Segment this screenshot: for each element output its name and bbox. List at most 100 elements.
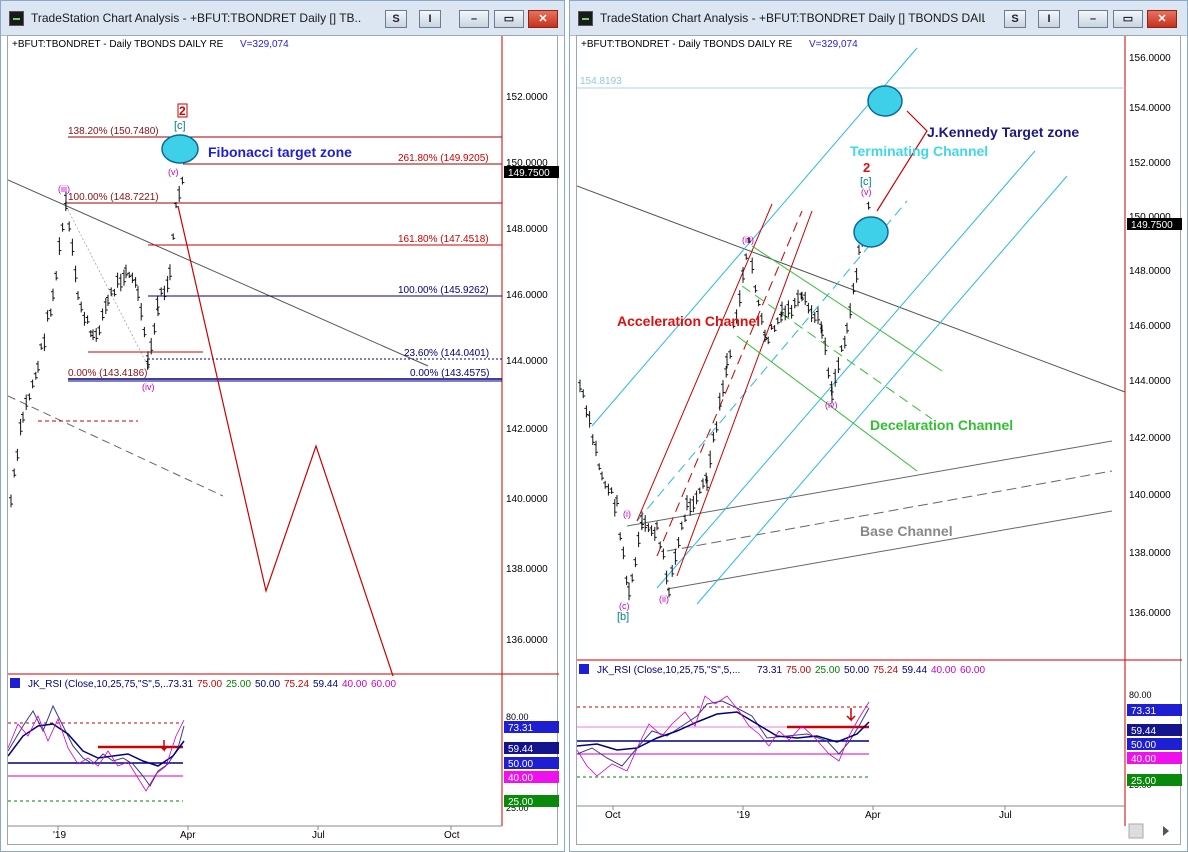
close-button[interactable]: ✕ — [528, 10, 558, 28]
date-label: Oct — [444, 830, 460, 841]
window-title: TradeStation Chart Analysis - +BFUT:TBON… — [31, 11, 361, 25]
price-tick: 156.0000 — [1129, 53, 1171, 64]
rsi-box-value: 59.44 — [508, 744, 533, 755]
wave-label-c: [c] — [860, 176, 872, 188]
target-zone-label: J.Kennedy Target zone — [927, 124, 1079, 140]
fib-label: 23.60% (144.0401) — [404, 348, 489, 359]
wave-label-c-minor: (c) — [619, 601, 630, 611]
target-zone-ellipse — [867, 85, 903, 117]
last-price: 149.7500 — [1131, 220, 1173, 231]
indicator-icon — [10, 678, 20, 688]
price-tick: 144.0000 — [506, 356, 548, 367]
chart-area[interactable]: +BFUT:TBONDRET - Daily TBONDS DAILY RE V… — [7, 35, 559, 846]
chart-window-left: TradeStation Chart Analysis - +BFUT:TBON… — [0, 0, 565, 852]
rsi-name: JK_RSI (Close,10,25,75,"S",5,... — [28, 679, 171, 690]
chart-header: +BFUT:TBONDRET - Daily TBONDS DAILY RE — [12, 39, 224, 50]
maximize-button[interactable]: ▭ — [494, 10, 524, 28]
rsi-axis-tick: 80.00 — [1129, 690, 1152, 700]
close-button[interactable]: ✕ — [1147, 10, 1177, 28]
price-tick: 148.0000 — [1129, 266, 1171, 277]
price-tick: 138.0000 — [506, 564, 548, 575]
rsi-box-value: 73.31 — [508, 723, 533, 734]
price-tick: 146.0000 — [506, 290, 548, 301]
last-price-box — [504, 166, 559, 178]
date-label: '19 — [53, 830, 66, 841]
rsi-value-box — [1127, 752, 1182, 764]
wave-label-iii: (iii) — [742, 235, 754, 245]
info-button[interactable]: I — [419, 10, 441, 28]
date-label: Jul — [312, 830, 325, 841]
wave-label-2: 2 — [863, 160, 870, 175]
price-tick: 138.0000 — [1129, 548, 1171, 559]
deceleration-channel-label: Decelaration Channel — [870, 417, 1013, 433]
date-label: Apr — [865, 810, 881, 821]
rsi-value-box — [504, 795, 559, 807]
rsi-value: 40.00 — [931, 665, 956, 676]
window-title: TradeStation Chart Analysis - +BFUT:TBON… — [600, 11, 985, 25]
wave-label-iv: (iv) — [142, 382, 155, 392]
rsi-value: 73.31 — [757, 665, 782, 676]
scroll-right-arrow[interactable] — [1163, 826, 1169, 836]
rsi-axis-tick: 25.00 — [506, 803, 529, 813]
title-bar[interactable]: TradeStation Chart Analysis - +BFUT:TBON… — [1, 1, 564, 36]
rsi-box-value: 25.00 — [508, 797, 533, 808]
price-tick: 148.0000 — [506, 224, 548, 235]
symbol-link-button[interactable]: S — [385, 10, 407, 28]
rsi-value: 75.24 — [284, 679, 309, 690]
fib-label: 100.00% (148.7221) — [68, 192, 159, 203]
fib-label: 0.00% (143.4186) — [68, 368, 148, 379]
rsi-value-box — [1127, 704, 1182, 716]
acceleration-channel-label: Acceleration Channel — [617, 313, 760, 329]
fib-label: 138.20% (150.7480) — [68, 126, 159, 137]
current-zone-ellipse — [853, 216, 889, 248]
volume-label: V=329,074 — [240, 39, 289, 50]
fib-label: 100.00% (145.9262) — [398, 285, 489, 296]
minimize-button[interactable]: – — [1078, 10, 1108, 28]
app-icon — [9, 11, 24, 26]
maximize-button[interactable]: ▭ — [1113, 10, 1143, 28]
wave-label-v: (v) — [861, 187, 872, 197]
rsi-value-box — [504, 721, 559, 733]
price-chart[interactable]: +BFUT:TBONDRET - Daily TBONDS DAILY RE V… — [577, 36, 1182, 846]
fibonacci-target-label: Fibonacci target zone — [208, 144, 352, 160]
rsi-value: 73.31 — [168, 679, 193, 690]
rsi-box-value: 40.00 — [1131, 754, 1156, 765]
rsi-value-box — [504, 771, 559, 783]
rsi-value: 25.00 — [815, 665, 840, 676]
chart-area[interactable]: +BFUT:TBONDRET - Daily TBONDS DAILY RE V… — [576, 35, 1182, 846]
symbol-link-button[interactable]: S — [1004, 10, 1026, 28]
price-tick: 144.0000 — [1129, 376, 1171, 387]
info-button[interactable]: I — [1038, 10, 1060, 28]
rsi-box-value: 50.00 — [1131, 740, 1156, 751]
price-chart[interactable]: +BFUT:TBONDRET - Daily TBONDS DAILY RE V… — [8, 36, 559, 846]
scroll-thumb[interactable] — [1128, 823, 1144, 839]
wave-label-ii: (ii) — [659, 594, 669, 604]
rsi-value: 50.00 — [255, 679, 280, 690]
wave-label-iv: (iv) — [825, 400, 838, 410]
fib-label: 261.80% (149.9205) — [398, 153, 489, 164]
chart-window-right: TradeStation Chart Analysis - +BFUT:TBON… — [569, 0, 1188, 852]
rsi-axis-tick: 80.00 — [506, 712, 529, 722]
title-bar[interactable]: TradeStation Chart Analysis - +BFUT:TBON… — [570, 1, 1187, 36]
last-price: 149.7500 — [508, 168, 550, 179]
date-label: '19 — [737, 810, 750, 821]
price-bars — [9, 154, 188, 508]
price-tick: 136.0000 — [506, 635, 548, 646]
rsi-value-box — [504, 757, 559, 769]
rsi-value-box — [1127, 724, 1182, 736]
rsi-value-box — [504, 742, 559, 754]
rsi-value: 60.00 — [371, 679, 396, 690]
level-label: 154.8193 — [580, 76, 622, 87]
app-icon — [578, 11, 593, 26]
fib-label: 0.00% (143.4575) — [410, 368, 490, 379]
minimize-button[interactable]: – — [459, 10, 489, 28]
rsi-value: 59.44 — [902, 665, 927, 676]
rsi-value: 75.00 — [197, 679, 222, 690]
rsi-value: 60.00 — [960, 665, 985, 676]
rsi-box-value: 59.44 — [1131, 726, 1156, 737]
volume-label: V=329,074 — [809, 39, 858, 50]
wave-label-iii: (iii) — [58, 184, 70, 194]
rsi-value: 25.00 — [226, 679, 251, 690]
rsi-box-value: 50.00 — [508, 759, 533, 770]
price-tick: 136.0000 — [1129, 608, 1171, 619]
